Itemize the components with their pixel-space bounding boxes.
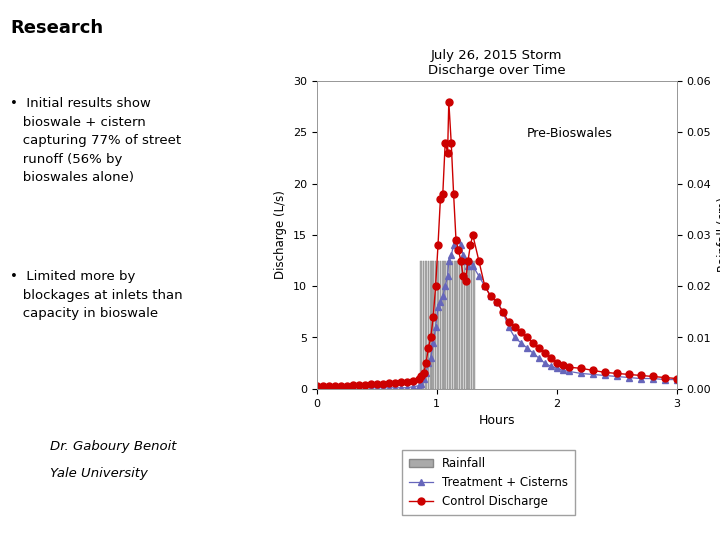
Bar	[454, 261, 456, 389]
Text: Research: Research	[10, 19, 103, 37]
Bar	[433, 261, 434, 389]
Legend: Rainfall, Treatment + Cisterns, Control Discharge: Rainfall, Treatment + Cisterns, Control …	[402, 450, 575, 515]
Bar	[437, 261, 438, 389]
Text: •  Limited more by
   blockages at inlets than
   capacity in bioswale: • Limited more by blockages at inlets th…	[10, 270, 183, 320]
Bar	[473, 261, 474, 389]
Bar	[466, 261, 467, 389]
Bar	[471, 261, 472, 389]
Bar	[430, 261, 431, 389]
Text: •  Initial results show
   bioswale + cistern
   capturing 77% of street
   runo: • Initial results show bioswale + cister…	[10, 97, 181, 184]
Bar	[423, 261, 424, 389]
Bar	[459, 261, 460, 389]
Bar	[469, 261, 470, 389]
Text: Yale University: Yale University	[50, 467, 148, 480]
Bar	[449, 261, 451, 389]
Bar	[464, 261, 465, 389]
Bar	[456, 261, 458, 389]
Bar	[428, 261, 429, 389]
Title: July 26, 2015 Storm
Discharge over Time: July 26, 2015 Storm Discharge over Time	[428, 49, 566, 77]
Bar	[444, 261, 446, 389]
Y-axis label: Discharge (L/s): Discharge (L/s)	[274, 191, 287, 279]
Bar	[447, 261, 449, 389]
Bar	[440, 261, 441, 389]
Bar	[426, 261, 427, 389]
Bar	[420, 261, 422, 389]
Bar	[462, 261, 463, 389]
Bar	[451, 261, 453, 389]
Y-axis label: Rainfall (cm): Rainfall (cm)	[717, 198, 720, 272]
X-axis label: Hours: Hours	[479, 414, 515, 427]
Bar	[435, 261, 436, 389]
Bar	[442, 261, 444, 389]
Text: Pre-Bioswales: Pre-Bioswales	[527, 127, 613, 140]
Text: Dr. Gaboury Benoit: Dr. Gaboury Benoit	[50, 440, 177, 453]
